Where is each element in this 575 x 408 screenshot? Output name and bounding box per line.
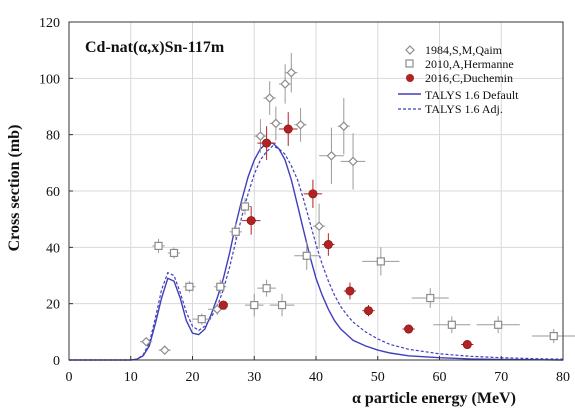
series-circle-points (218, 112, 474, 350)
legend-label: TALYS 1.6 Default (425, 88, 519, 102)
data-point (363, 306, 373, 316)
data-point (240, 202, 250, 211)
legend-entry-duchemin: 2016,C,Duchemin (406, 71, 513, 85)
data-point (549, 331, 558, 341)
legend-entry-hermanne: 2010,A,Hermanne (405, 57, 514, 71)
data-point (231, 227, 240, 236)
y-tick-label: 20 (46, 298, 60, 313)
legend-label: 2016,C,Duchemin (425, 71, 513, 85)
x-tick-label: 40 (309, 370, 323, 385)
legend-entry-talys-adj: TALYS 1.6 Adj. (398, 102, 503, 116)
x-tick-label: 20 (186, 370, 200, 385)
data-point (262, 138, 272, 148)
y-tick-label: 0 (53, 354, 60, 369)
y-axis-label: Cross section (mb) (6, 125, 23, 252)
data-point (376, 257, 385, 266)
data-point (141, 336, 152, 347)
legend-entry-qaim: 1984,S,M,Qaim (405, 43, 503, 57)
data-point (216, 282, 225, 291)
data-point (169, 248, 179, 258)
data-point (250, 300, 259, 310)
data-point (314, 221, 324, 232)
data-point (283, 124, 293, 134)
diamond-marker-icon (405, 45, 415, 55)
data-point (262, 284, 271, 293)
legend-entry-talys-default: TALYS 1.6 Default (398, 88, 519, 102)
y-tick-label: 100 (39, 72, 60, 87)
legend-label: 1984,S,M,Qaim (425, 43, 503, 57)
x-tick-label: 80 (556, 370, 570, 385)
legend-label: TALYS 1.6 Adj. (425, 102, 503, 116)
data-point (295, 119, 306, 130)
data-point (255, 131, 266, 141)
x-tick-label: 70 (494, 370, 508, 385)
data-point (277, 300, 287, 310)
x-axis-label: α particle energy (MeV) (352, 390, 516, 407)
data-point (185, 282, 194, 291)
data-point (280, 79, 290, 89)
x-tick-label: 30 (247, 370, 261, 385)
chart-title: Cd-nat(α,x)Sn-117m (85, 39, 225, 56)
axis-ticks: 0 10 20 30 40 50 60 70 80 0 20 40 60 80 100 120 (39, 16, 570, 385)
data-point (159, 345, 170, 355)
data-point (264, 93, 275, 103)
data-point (246, 216, 256, 226)
x-tick-label: 10 (124, 370, 138, 385)
y-tick-label: 60 (46, 185, 60, 200)
y-tick-label: 80 (46, 129, 60, 144)
y-tick-label: 40 (46, 241, 60, 256)
talys-adjusted-curve (69, 145, 564, 361)
data-point (404, 324, 414, 334)
legend-label: 2010,A,Hermanne (425, 57, 514, 71)
data-point (302, 251, 311, 260)
x-tick-label: 50 (371, 370, 385, 385)
data-point (326, 150, 337, 161)
data-point (338, 121, 349, 132)
data-point (197, 315, 206, 324)
data-point (345, 286, 355, 296)
data-point (154, 241, 163, 251)
x-tick-label: 0 (66, 370, 73, 385)
data-point (426, 293, 435, 303)
data-points (140, 52, 575, 355)
data-point (348, 156, 358, 167)
data-point (462, 340, 472, 350)
y-tick-label: 120 (39, 16, 60, 31)
legend: 1984,S,M,Qaim 2010,A,Hermanne 2016,C,Duc… (398, 43, 519, 116)
series-diamond-points (140, 52, 366, 355)
x-tick-label: 60 (433, 370, 447, 385)
data-point (271, 118, 281, 129)
data-point (447, 320, 456, 329)
data-point (286, 67, 297, 78)
data-point (212, 304, 223, 315)
data-point (218, 300, 228, 310)
data-point (494, 320, 503, 329)
series-square-points (152, 198, 575, 344)
data-point (308, 189, 318, 199)
data-point (323, 240, 333, 250)
circle-marker-icon (406, 74, 414, 82)
square-marker-icon (405, 59, 414, 68)
